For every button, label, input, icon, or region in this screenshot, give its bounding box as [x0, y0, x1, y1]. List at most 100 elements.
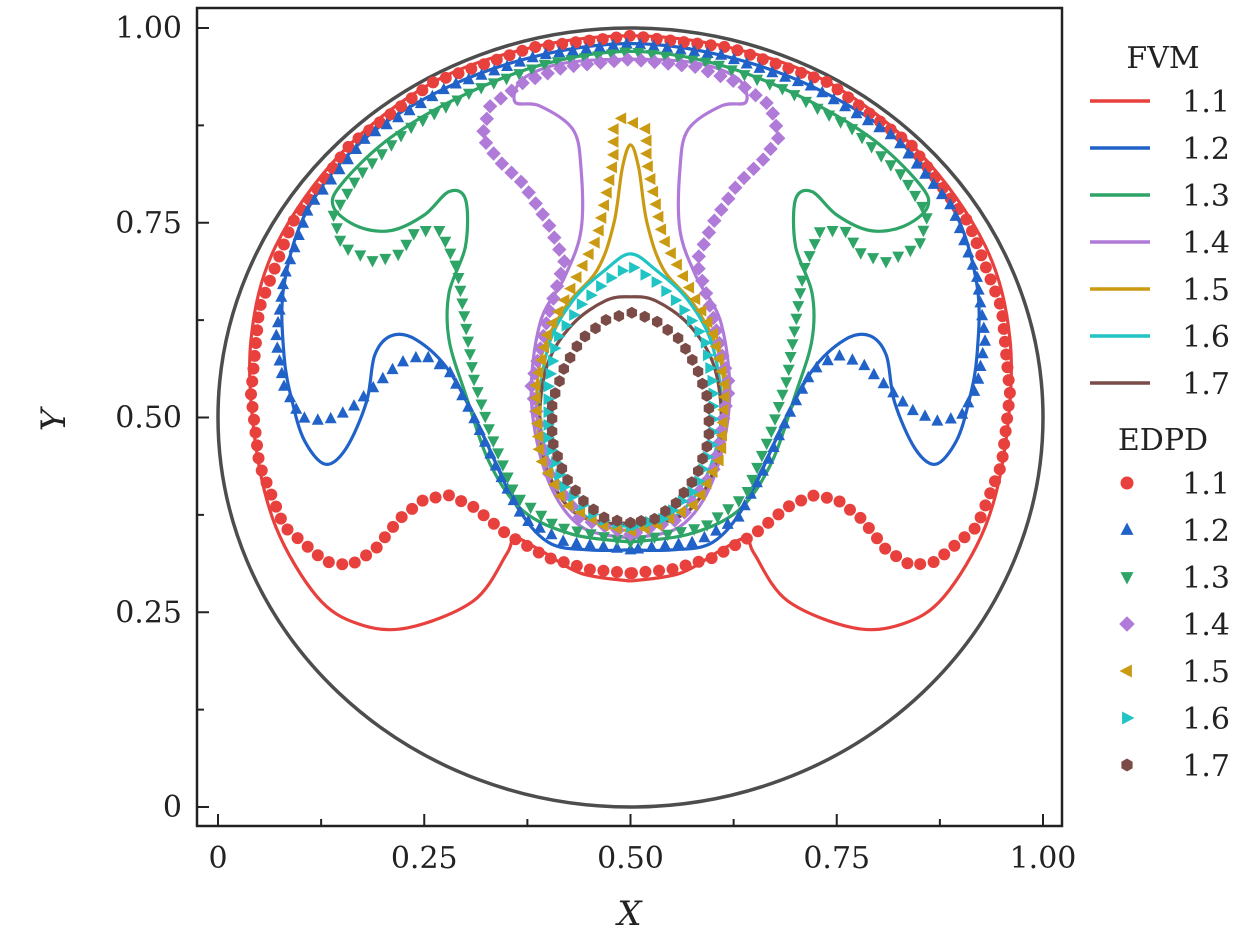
edpd-marker-1.1-112: [936, 181, 949, 194]
edpd-marker-1.7-4: [578, 494, 589, 507]
edpd-marker-1.6-18: [554, 330, 566, 343]
edpd-marker-1.2-4: [570, 536, 583, 549]
edpd-marker-1.1-22: [370, 541, 383, 554]
y-tick-label: 0.25: [115, 595, 182, 630]
edpd-marker-1.2-147: [750, 475, 763, 488]
edpd-marker-1.3-23: [460, 323, 473, 336]
edpd-marker-1.3-133: [674, 527, 687, 539]
edpd-marker-1.3-28: [449, 260, 462, 272]
edpd-marker-1.1-45: [249, 337, 262, 350]
x-tick-label: 1.00: [1010, 841, 1077, 876]
edpd-marker-1.6-11: [543, 418, 555, 431]
edpd-marker-1.5-13: [530, 404, 542, 417]
edpd-marker-1.2-139: [796, 382, 809, 394]
edpd-marker-1.5-33: [605, 161, 617, 174]
edpd-marker-1.3-127: [741, 487, 754, 499]
edpd-marker-1.2-24: [409, 350, 422, 363]
edpd-marker-1.7-2: [598, 511, 610, 524]
edpd-marker-1.3-83: [811, 103, 824, 116]
edpd-marker-1.4-27: [547, 230, 562, 245]
edpd-marker-1.1-36: [252, 452, 265, 465]
edpd-marker-1.5-31: [600, 186, 612, 199]
edpd-marker-1.3-113: [790, 313, 803, 326]
edpd-marker-1.3-96: [917, 225, 930, 238]
edpd-marker-1.2-157: [645, 540, 658, 552]
edpd-marker-1.1-145: [914, 558, 927, 571]
edpd-marker-1.3-56: [462, 88, 475, 101]
edpd-marker-1.2-64: [426, 89, 439, 102]
edpd-marker-1.6-36: [705, 362, 717, 374]
edpd-marker-1.5-23: [564, 282, 576, 295]
edpd-marker-1.3-81: [788, 90, 801, 102]
legend-label-edpd-1.5: 1.5: [1182, 655, 1230, 690]
edpd-marker-1.3-19: [468, 374, 480, 387]
edpd-marker-1.4-76: [691, 261, 706, 276]
edpd-marker-1.6-22: [586, 289, 598, 302]
edpd-marker-1.1-51: [268, 262, 281, 275]
edpd-marker-1.4-33: [504, 165, 519, 180]
edpd-marker-1.7-25: [662, 323, 673, 336]
edpd-marker-1.2-23: [422, 350, 435, 363]
edpd-marker-1.6-19: [561, 319, 573, 332]
edpd-marker-1.2-121: [972, 372, 985, 384]
edpd-marker-1.1-61: [334, 151, 347, 164]
edpd-marker-1.6-13: [543, 393, 555, 406]
edpd-marker-1.4-46: [566, 58, 581, 74]
edpd-marker-1.2-70: [501, 59, 514, 71]
edpd-marker-1.2-21: [444, 365, 456, 378]
edpd-marker-1.4-22: [546, 291, 561, 306]
edpd-marker-1.7-13: [550, 387, 561, 400]
edpd-marker-1.2-5: [557, 534, 570, 546]
edpd-marker-1.3-86: [846, 124, 859, 136]
edpd-marker-1.6-26: [629, 261, 641, 274]
edpd-marker-1.4-57: [713, 68, 728, 84]
edpd-marker-1.2-7: [533, 521, 546, 533]
edpd-marker-1.2-123: [962, 396, 975, 408]
edpd-marker-1.1-116: [965, 225, 978, 238]
edpd-marker-1.7-15: [558, 362, 569, 375]
edpd-marker-1.1-27: [311, 549, 324, 562]
edpd-marker-1.1-105: [874, 115, 887, 128]
edpd-marker-1.2-117: [977, 321, 990, 333]
edpd-marker-1.5-48: [658, 235, 670, 248]
edpd-marker-1.3-115: [786, 339, 799, 351]
edpd-marker-1.1-69: [416, 84, 429, 97]
edpd-marker-1.3-85: [834, 117, 847, 129]
edpd-marker-1.4-71: [714, 202, 729, 217]
edpd-marker-1.1-48: [254, 298, 267, 311]
edpd-marker-1.3-18: [471, 387, 484, 399]
edpd-marker-1.1-8: [521, 539, 534, 552]
edpd-marker-1.2-118: [979, 334, 991, 346]
edpd-marker-1.3-79: [763, 79, 776, 91]
edpd-marker-1.3-7: [535, 510, 548, 523]
edpd-marker-1.1-139: [974, 511, 987, 524]
edpd-marker-1.3-128: [732, 496, 745, 508]
edpd-marker-1.2-9: [513, 505, 526, 517]
edpd-marker-1.3-105: [826, 226, 839, 238]
edpd-marker-1.2-101: [894, 136, 907, 149]
outer-boundary-circle: [216, 26, 1045, 809]
edpd-marker-1.2-155: [672, 537, 685, 549]
edpd-marker-1.5-39: [638, 122, 651, 135]
edpd-marker-1.5-69: [693, 489, 706, 501]
edpd-marker-1.5-41: [640, 147, 652, 160]
legend-title-edpd: EDPD: [1118, 423, 1208, 458]
edpd-marker-1.2-68: [475, 68, 488, 80]
edpd-markers: [245, 29, 1016, 580]
edpd-marker-1.1-28: [301, 540, 314, 553]
edpd-marker-1.7-5: [570, 484, 581, 497]
edpd-marker-1.2-156: [659, 538, 672, 551]
edpd-marker-1.1-148: [879, 542, 892, 555]
edpd-marker-1.2-62: [403, 103, 416, 116]
edpd-marker-1.3-89: [875, 151, 888, 163]
edpd-marker-1.3-36: [379, 253, 392, 266]
edpd-marker-1.3-39: [342, 244, 355, 256]
edpd-marker-1.1-127: [1001, 361, 1014, 374]
edpd-marker-1.1-152: [843, 503, 856, 516]
edpd-marker-1.2-96: [839, 99, 852, 112]
edpd-marker-1.6-24: [606, 271, 618, 284]
edpd-marker-1.4-65: [763, 141, 778, 157]
edpd-marker-1.1-42: [246, 375, 259, 388]
edpd-marker-1.1-156: [795, 494, 808, 507]
